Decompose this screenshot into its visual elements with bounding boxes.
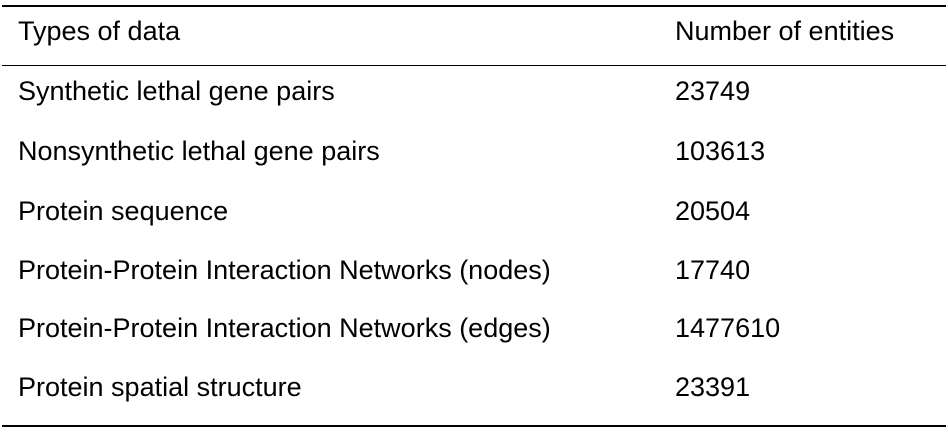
row-count-cell: 20504	[675, 196, 751, 226]
row-count-cell: 1477610	[675, 313, 781, 343]
column-header-type: Types of data	[18, 16, 181, 46]
row-type-cell: Protein-Protein Interaction Networks (no…	[18, 255, 551, 285]
row-count-cell: 103613	[675, 136, 766, 166]
table-header-rule	[2, 65, 946, 66]
row-type-cell: Protein spatial structure	[18, 372, 302, 402]
table-row: Protein-Protein Interaction Networks (no…	[0, 240, 948, 300]
row-count-cell: 23391	[675, 372, 751, 402]
table-row: Synthetic lethal gene pairs 23749	[0, 61, 948, 121]
table-top-rule	[2, 5, 946, 7]
table-header-row: Types of data Number of entities	[0, 1, 948, 61]
column-header-count: Number of entities	[675, 16, 895, 46]
table-row: Nonsynthetic lethal gene pairs 103613	[0, 121, 948, 181]
row-count-cell: 23749	[675, 76, 751, 106]
row-type-cell: Synthetic lethal gene pairs	[18, 76, 335, 106]
row-type-cell: Protein-Protein Interaction Networks (ed…	[18, 313, 551, 343]
row-type-cell: Nonsynthetic lethal gene pairs	[18, 136, 380, 166]
table-row: Protein spatial structure 23391	[0, 357, 948, 417]
table-row: Protein-Protein Interaction Networks (ed…	[0, 298, 948, 358]
row-count-cell: 17740	[675, 255, 751, 285]
table-bottom-rule	[2, 425, 946, 427]
table-row: Protein sequence 20504	[0, 181, 948, 241]
row-type-cell: Protein sequence	[18, 196, 229, 226]
